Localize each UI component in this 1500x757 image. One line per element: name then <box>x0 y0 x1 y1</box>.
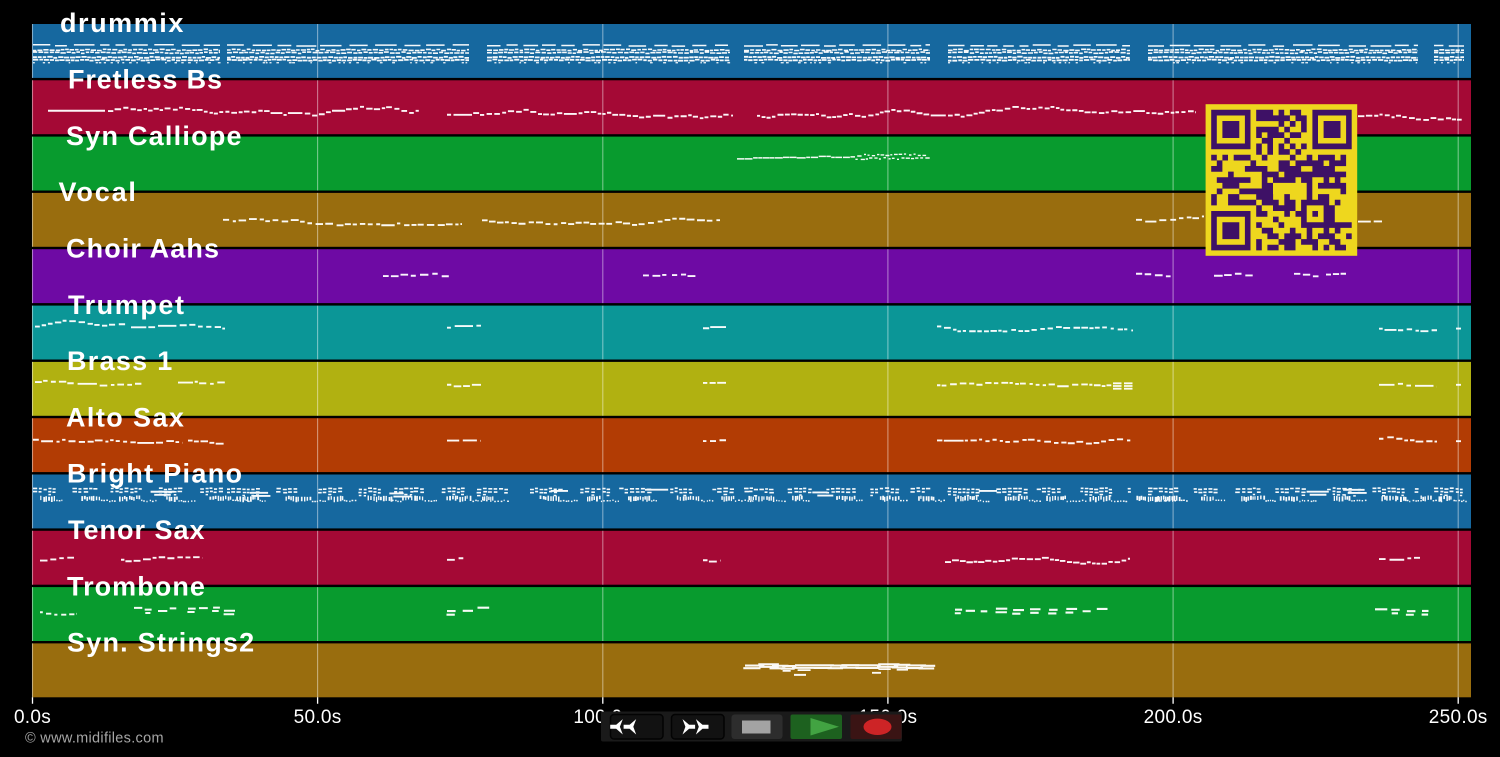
svg-text:50.0s: 50.0s <box>294 707 342 728</box>
svg-text:Syn. Strings2: Syn. Strings2 <box>67 628 255 658</box>
svg-text:Alto Sax: Alto Sax <box>66 402 185 432</box>
svg-text:Trombone: Trombone <box>67 571 206 601</box>
svg-text:Tenor Sax: Tenor Sax <box>68 515 205 545</box>
svg-text:0.0s: 0.0s <box>14 707 51 728</box>
svg-text:Bright Piano: Bright Piano <box>67 459 243 489</box>
svg-text:Choir Aahs: Choir Aahs <box>66 233 220 263</box>
svg-text:© www.midifiles.com: © www.midifiles.com <box>25 731 164 747</box>
svg-text:Trumpet: Trumpet <box>68 290 186 320</box>
svg-text:Syn Calliope: Syn Calliope <box>66 121 243 151</box>
svg-text:Fretless Bs: Fretless Bs <box>68 65 223 95</box>
svg-text:200.0s: 200.0s <box>1144 707 1203 728</box>
svg-text:250.0s: 250.0s <box>1429 707 1488 728</box>
svg-text:Vocal: Vocal <box>59 177 138 207</box>
svg-text:Brass 1: Brass 1 <box>67 346 174 376</box>
svg-text:drummix: drummix <box>60 8 185 38</box>
